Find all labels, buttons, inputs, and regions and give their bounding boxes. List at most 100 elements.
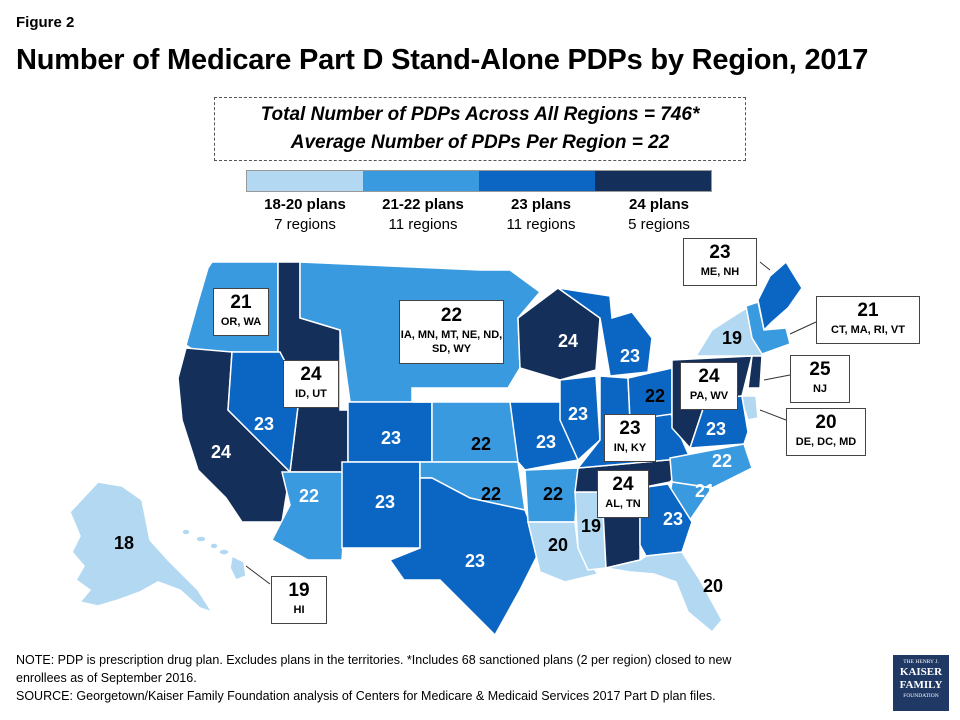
legend: 18-20 plans 7 regions 21-22 plans 11 reg…: [246, 195, 718, 235]
map-value-new-mexico: 23: [375, 492, 395, 512]
region-louisiana[interactable]: [527, 521, 600, 583]
map-value-wisconsin: 24: [558, 331, 578, 351]
region-florida[interactable]: [605, 551, 723, 634]
legend-label: 23 plans: [510, 196, 572, 213]
map-value-arkansas: 22: [543, 484, 563, 504]
logo-small-bottom: FOUNDATION: [903, 693, 939, 699]
callout-states: AL, TN: [605, 498, 641, 510]
logo-line-1: KAISER: [899, 666, 943, 678]
callout-states: HI: [293, 604, 305, 616]
legend-swatch-23: [479, 171, 595, 191]
note-line-1: NOTE: PDP is prescription drug plan. Exc…: [16, 653, 732, 667]
map-value-michigan: 23: [620, 346, 640, 366]
legend-item-18-20: 18-20 plans 7 regions: [246, 195, 364, 235]
legend-item-23: 23 plans 11 regions: [482, 195, 600, 235]
callout-states: CT, MA, RI, VT: [831, 324, 905, 336]
callout-iowa-group: 22 IA, MN, MT, NE, ND, SD, WY: [399, 300, 504, 364]
region-alaska[interactable]: [69, 481, 214, 614]
callout-me-nh: 23 ME, NH: [683, 238, 757, 286]
legend-count: 11 regions: [506, 216, 576, 233]
kff-logo: THE HENRY J. KAISER FAMILY FOUNDATION: [893, 655, 949, 711]
callout-hi: 19 HI: [271, 576, 327, 624]
legend-item-24: 24 plans 5 regions: [600, 195, 718, 235]
callout-value: 20: [815, 412, 837, 433]
legend-swatch-24: [595, 171, 711, 191]
map-value-mississippi: 19: [581, 516, 601, 536]
note-line-2: enrollees as of September 2016.: [16, 671, 197, 685]
map-value-illinois: 23: [568, 404, 588, 424]
map-value-oklahoma: 22: [481, 484, 501, 504]
chart-title: Number of Medicare Part D Stand-Alone PD…: [16, 44, 869, 76]
callout-states: IN, KY: [613, 442, 647, 454]
footnote: NOTE: PDP is prescription drug plan. Exc…: [16, 651, 876, 705]
map-value-nevada: 23: [254, 414, 274, 434]
map-value-missouri: 23: [536, 432, 556, 452]
callout-value: 25: [809, 359, 831, 380]
summary-box: Total Number of PDPs Across All Regions …: [214, 97, 746, 161]
callout-ct-ma-ri-vt: 21 CT, MA, RI, VT: [816, 296, 920, 344]
legend-item-21-22: 21-22 plans 11 regions: [364, 195, 482, 235]
legend-label: 18-20 plans: [264, 196, 346, 213]
legend-count: 7 regions: [274, 216, 336, 233]
map-values: 18 24 23 23 22 23 22 24 22 23 23 22 23 2…: [114, 328, 742, 596]
region-nj[interactable]: [747, 355, 763, 389]
callout-de-dc-md: 20 DE, DC, MD: [786, 408, 866, 456]
map-value-colorado: 23: [381, 428, 401, 448]
region-ct-ma-ri-vt[interactable]: [745, 301, 791, 355]
callout-states: PA, WV: [689, 390, 729, 402]
legend-swatch-18-20: [247, 171, 363, 191]
map-value-florida: 20: [703, 576, 723, 596]
figure-label: Figure 2: [16, 14, 75, 31]
region-illinois[interactable]: [559, 375, 601, 462]
callout-value: 24: [698, 366, 720, 387]
logo-small-top: THE HENRY J.: [903, 659, 939, 665]
region-me-nh[interactable]: [757, 260, 803, 332]
legend-label: 24 plans: [628, 196, 690, 213]
callout-value: 24: [612, 474, 634, 495]
map-value-south-carolina: 21: [695, 481, 715, 501]
source-line: SOURCE: Georgetown/Kaiser Family Foundat…: [16, 689, 716, 703]
region-texas[interactable]: [388, 477, 541, 637]
legend-count: 11 regions: [388, 216, 458, 233]
map-value-georgia: 23: [663, 509, 683, 529]
callout-states: NJ: [812, 383, 828, 395]
map-value-north-carolina: 22: [712, 451, 732, 471]
callout-leaders: [245, 261, 817, 585]
callout-states: IA, MN, MT, NE, ND, SD, WY: [400, 329, 503, 355]
callout-states: ID, UT: [295, 388, 327, 400]
callout-nj: 25 NJ: [790, 355, 850, 403]
callout-value: 23: [709, 242, 731, 263]
legend-label: 21-22 plans: [382, 196, 464, 213]
summary-total: Total Number of PDPs Across All Regions …: [260, 104, 700, 125]
callout-value: 19: [288, 580, 310, 601]
map-value-virginia: 23: [706, 419, 726, 439]
callout-al-tn: 24 AL, TN: [597, 470, 649, 518]
callout-value: 22: [440, 305, 463, 326]
region-michigan[interactable]: [557, 287, 653, 377]
map-value-kansas: 22: [471, 434, 491, 454]
region-de-dc-md[interactable]: [741, 395, 759, 421]
callout-in-ky: 23 IN, KY: [604, 414, 656, 462]
map-value-california: 24: [211, 442, 231, 462]
region-north-carolina[interactable]: [669, 443, 753, 489]
callout-id-ut: 24 ID, UT: [283, 360, 339, 408]
callout-value: 21: [230, 292, 252, 313]
summary-average: Average Number of PDPs Per Region = 22: [290, 132, 670, 153]
map-value-arizona: 22: [299, 486, 319, 506]
callout-pa-wv: 24 PA, WV: [680, 362, 738, 410]
callout-states: ME, NH: [700, 266, 740, 278]
callout-states: OR, WA: [220, 316, 262, 328]
logo-line-2: FAMILY: [899, 679, 943, 691]
map-value-new-york: 19: [722, 328, 742, 348]
map-value-alaska: 18: [114, 533, 134, 553]
callout-value: 23: [619, 418, 641, 439]
map-value-texas: 23: [465, 551, 485, 571]
callout-value: 24: [300, 364, 322, 385]
map-value-louisiana: 20: [548, 535, 568, 555]
region-nevada[interactable]: [227, 351, 301, 474]
region-hawaii[interactable]: [181, 528, 247, 581]
legend-swatch-21-22: [363, 171, 479, 191]
map-value-ohio: 22: [645, 386, 665, 406]
callout-value: 21: [857, 300, 879, 321]
callout-or-wa: 21 OR, WA: [213, 288, 269, 336]
